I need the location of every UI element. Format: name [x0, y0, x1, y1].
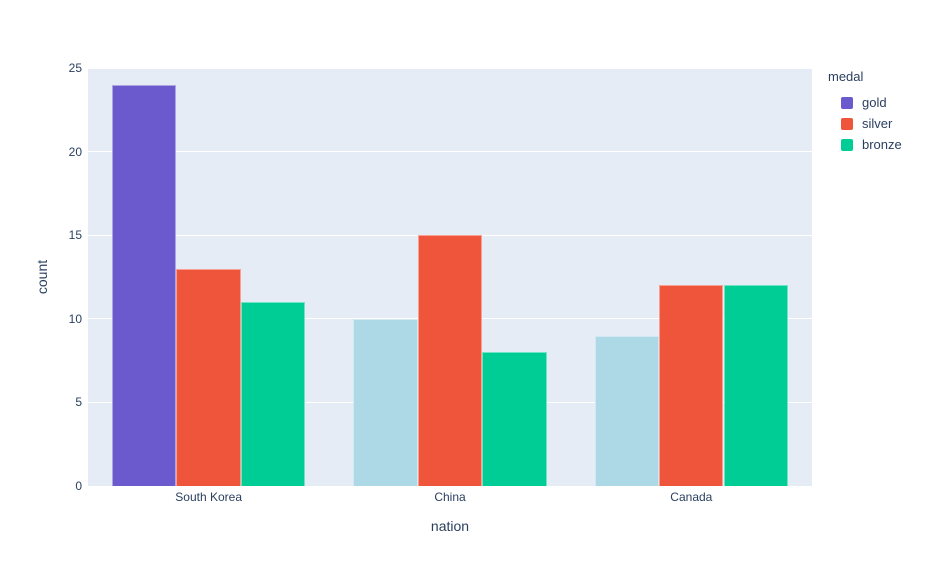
y-tick-label-25: 25 — [68, 61, 82, 75]
bar-bronze-south-korea[interactable] — [240, 302, 306, 486]
gridline-y-0 — [88, 485, 812, 487]
bar-gold-china[interactable] — [353, 318, 418, 486]
legend-label-silver: silver — [862, 115, 893, 131]
y-tick-label-0: 0 — [75, 479, 82, 493]
y-tick-label-5: 5 — [75, 395, 82, 410]
y-tick-label-15: 15 — [68, 228, 82, 243]
gridline-y-20 — [88, 151, 812, 153]
legend-label-gold: gold — [862, 94, 887, 110]
bar-gold-canada[interactable] — [594, 335, 660, 486]
x-tick-label-south-korea: South Korea — [175, 490, 243, 504]
x-tick-label-canada: Canada — [670, 490, 713, 504]
legend: medal gold silver bronze — [828, 69, 902, 155]
y-tick-label-10: 10 — [68, 311, 82, 326]
legend-label-bronze: bronze — [862, 136, 902, 152]
legend-swatch-gold — [841, 96, 853, 109]
gridline-y-15 — [88, 234, 812, 236]
bar-bronze-china[interactable] — [482, 352, 547, 486]
gridline-y-25 — [88, 67, 812, 69]
legend-items: gold silver bronze — [828, 92, 902, 155]
bar-bronze-canada[interactable] — [723, 285, 788, 486]
legend-swatch-bronze — [841, 138, 853, 151]
legend-item-gold[interactable]: gold — [828, 92, 902, 113]
legend-item-bronze[interactable]: bronze — [828, 134, 902, 155]
x-axis-title: nation — [430, 518, 470, 534]
bar-silver-canada[interactable] — [659, 285, 724, 486]
legend-item-silver[interactable]: silver — [828, 113, 902, 134]
x-tick-label-china: China — [434, 490, 466, 504]
legend-swatch-silver — [841, 117, 853, 130]
y-tick-label-20: 20 — [68, 144, 82, 159]
legend-title: medal — [828, 69, 864, 84]
plot-area — [88, 67, 812, 487]
y-axis-title: count — [34, 259, 50, 295]
bar-silver-china[interactable] — [417, 235, 483, 486]
bar-silver-south-korea[interactable] — [176, 268, 241, 486]
bar-gold-south-korea[interactable] — [112, 84, 177, 486]
